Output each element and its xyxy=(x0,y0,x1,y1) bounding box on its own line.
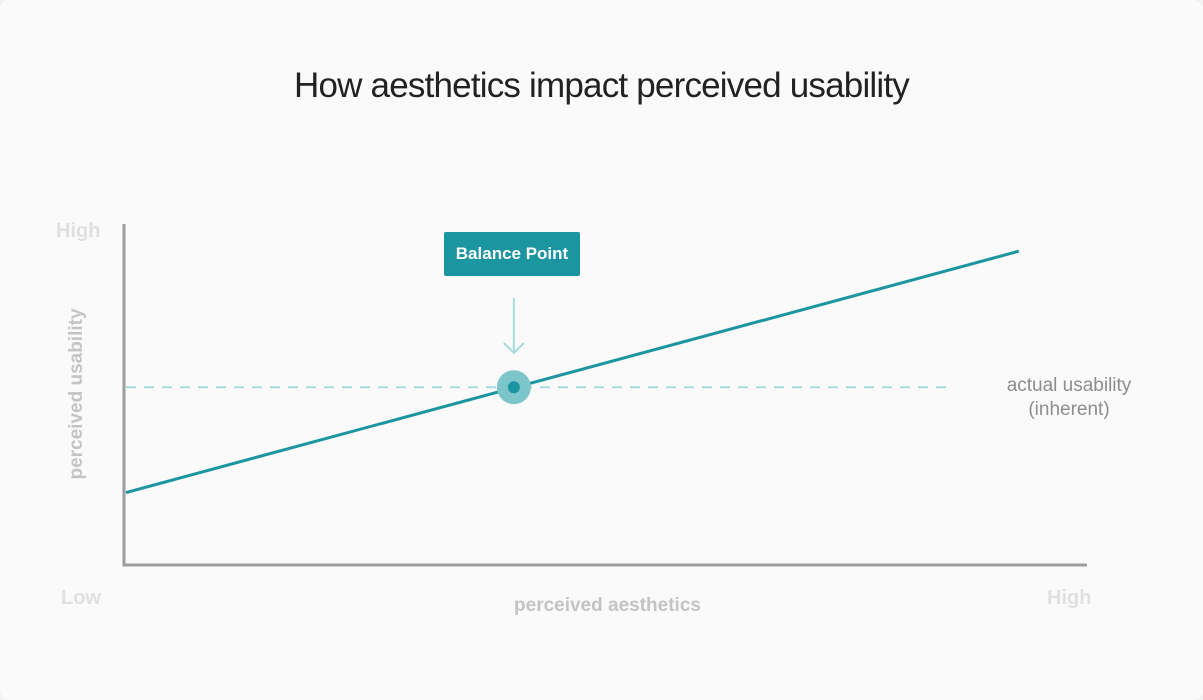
arrow-head-icon xyxy=(503,342,525,355)
y-tick-high: High xyxy=(56,220,101,242)
chart-title: How aesthetics impact perceived usabilit… xyxy=(294,66,910,105)
x-tick-high: High xyxy=(1047,587,1092,609)
x-axis-label: perceived aesthetics xyxy=(514,595,701,616)
x-tick-low: Low xyxy=(61,587,101,609)
balance-point-callout: Balance Point xyxy=(444,232,580,276)
reference-line-label: actual usability (inherent) xyxy=(979,374,1159,422)
perceived-usability-series-line xyxy=(125,249,1020,495)
balance-point-marker xyxy=(507,381,520,394)
reference-line-label-line-1: actual usability xyxy=(1006,375,1132,396)
reference-line-label-line-2: (inherent) xyxy=(1028,399,1110,420)
